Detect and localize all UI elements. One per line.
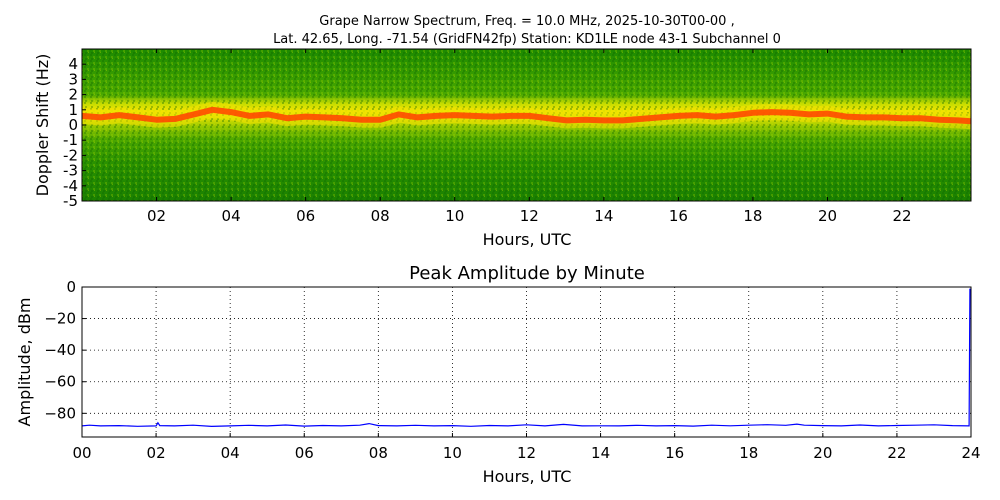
spectrogram-x-tick-label: 12 (520, 207, 539, 225)
amplitude-plot-background (82, 287, 971, 437)
amplitude-x-tick-label: 18 (739, 444, 758, 462)
spectrogram-x-tick-label: 04 (222, 207, 241, 225)
spectrogram-x-tick-label: 02 (147, 207, 166, 225)
amplitude-y-tick-label: −60 (44, 373, 76, 391)
amplitude-x-tick-label: 06 (295, 444, 314, 462)
spectrogram-subtitle: Lat. 42.65, Long. -71.54 (GridFN42fp) St… (273, 32, 781, 47)
amplitude-x-tick-label: 08 (369, 444, 388, 462)
amplitude-x-ticks: 00 02 04 06 08 10 12 14 16 18 20 22 24 (72, 433, 981, 462)
spectrogram-plot-area (82, 49, 971, 201)
spectrogram-y-tick-label: -3 (63, 162, 78, 180)
spectrogram-y-tick-label: 4 (68, 55, 78, 73)
amplitude-chart: Peak Amplitude by Minute 00 02 04 06 08 10 12 1… (15, 263, 981, 486)
amplitude-x-tick-label: 02 (147, 444, 166, 462)
amplitude-y-label: Amplitude, dBm (15, 298, 34, 427)
spectrogram-noise (82, 49, 971, 201)
spectrogram-y-tick-label: 0 (68, 116, 78, 134)
spectrogram-x-ticks: 02 04 06 08 10 12 14 16 18 20 22 (147, 49, 912, 225)
amplitude-x-tick-label: 00 (72, 444, 91, 462)
amplitude-x-label: Hours, UTC (483, 467, 572, 486)
amplitude-x-tick-label: 16 (665, 444, 684, 462)
amplitude-grid (81, 286, 972, 437)
spectrogram-x-tick-label: 10 (445, 207, 464, 225)
spectrogram-y-label: Doppler Shift (Hz) (33, 54, 52, 197)
spectrogram-title: Grape Narrow Spectrum, Freq. = 10.0 MHz,… (319, 14, 734, 29)
spectrogram-y-tick-label: 2 (68, 86, 78, 104)
amplitude-x-tick-label: 20 (813, 444, 832, 462)
amplitude-x-tick-label: 24 (961, 444, 980, 462)
amplitude-x-tick-label: 04 (221, 444, 240, 462)
amplitude-series-line (81, 288, 971, 428)
amplitude-y-ticks: 0 −20 −40 −60 −80 (44, 278, 86, 422)
spectrogram-y-tick-label: 1 (68, 101, 78, 119)
spectrogram-y-tick-label: -5 (63, 192, 78, 210)
amplitude-x-tick-label: 10 (443, 444, 462, 462)
spectrogram-x-tick-label: 16 (669, 207, 688, 225)
spectrogram-x-tick-label: 18 (743, 207, 762, 225)
amplitude-y-tick-label: −40 (44, 341, 76, 359)
spectrogram-x-tick-label: 06 (296, 207, 315, 225)
spectrogram-x-label: Hours, UTC (483, 230, 572, 249)
doppler-trace-line (81, 106, 972, 125)
amplitude-series (81, 288, 971, 428)
amplitude-y-tick-label: −80 (44, 404, 76, 422)
amplitude-y-tick-label: −20 (44, 310, 76, 328)
spectrogram-chart: Grape Narrow Spectrum, Freq. = 10.0 MHz,… (33, 14, 972, 249)
spectrogram-y-tick-label: -2 (63, 146, 78, 164)
doppler-trace (81, 101, 972, 130)
amplitude-x-tick-label: 14 (591, 444, 610, 462)
spectrogram-x-tick-label: 22 (892, 207, 911, 225)
spectrogram-x-tick-label: 20 (818, 207, 837, 225)
spectrogram-y-tick-label: 3 (68, 70, 78, 88)
spectrogram-y-tick-label: -1 (63, 131, 78, 149)
spectrogram-y-tick-label: -4 (63, 177, 78, 195)
amplitude-x-tick-label: 12 (517, 444, 536, 462)
amplitude-title: Peak Amplitude by Minute (409, 263, 645, 284)
amplitude-x-tick-label: 22 (887, 444, 906, 462)
amplitude-y-tick-label: 0 (66, 278, 76, 296)
spectrogram-x-tick-label: 08 (371, 207, 390, 225)
spectrogram-x-tick-label: 14 (594, 207, 613, 225)
